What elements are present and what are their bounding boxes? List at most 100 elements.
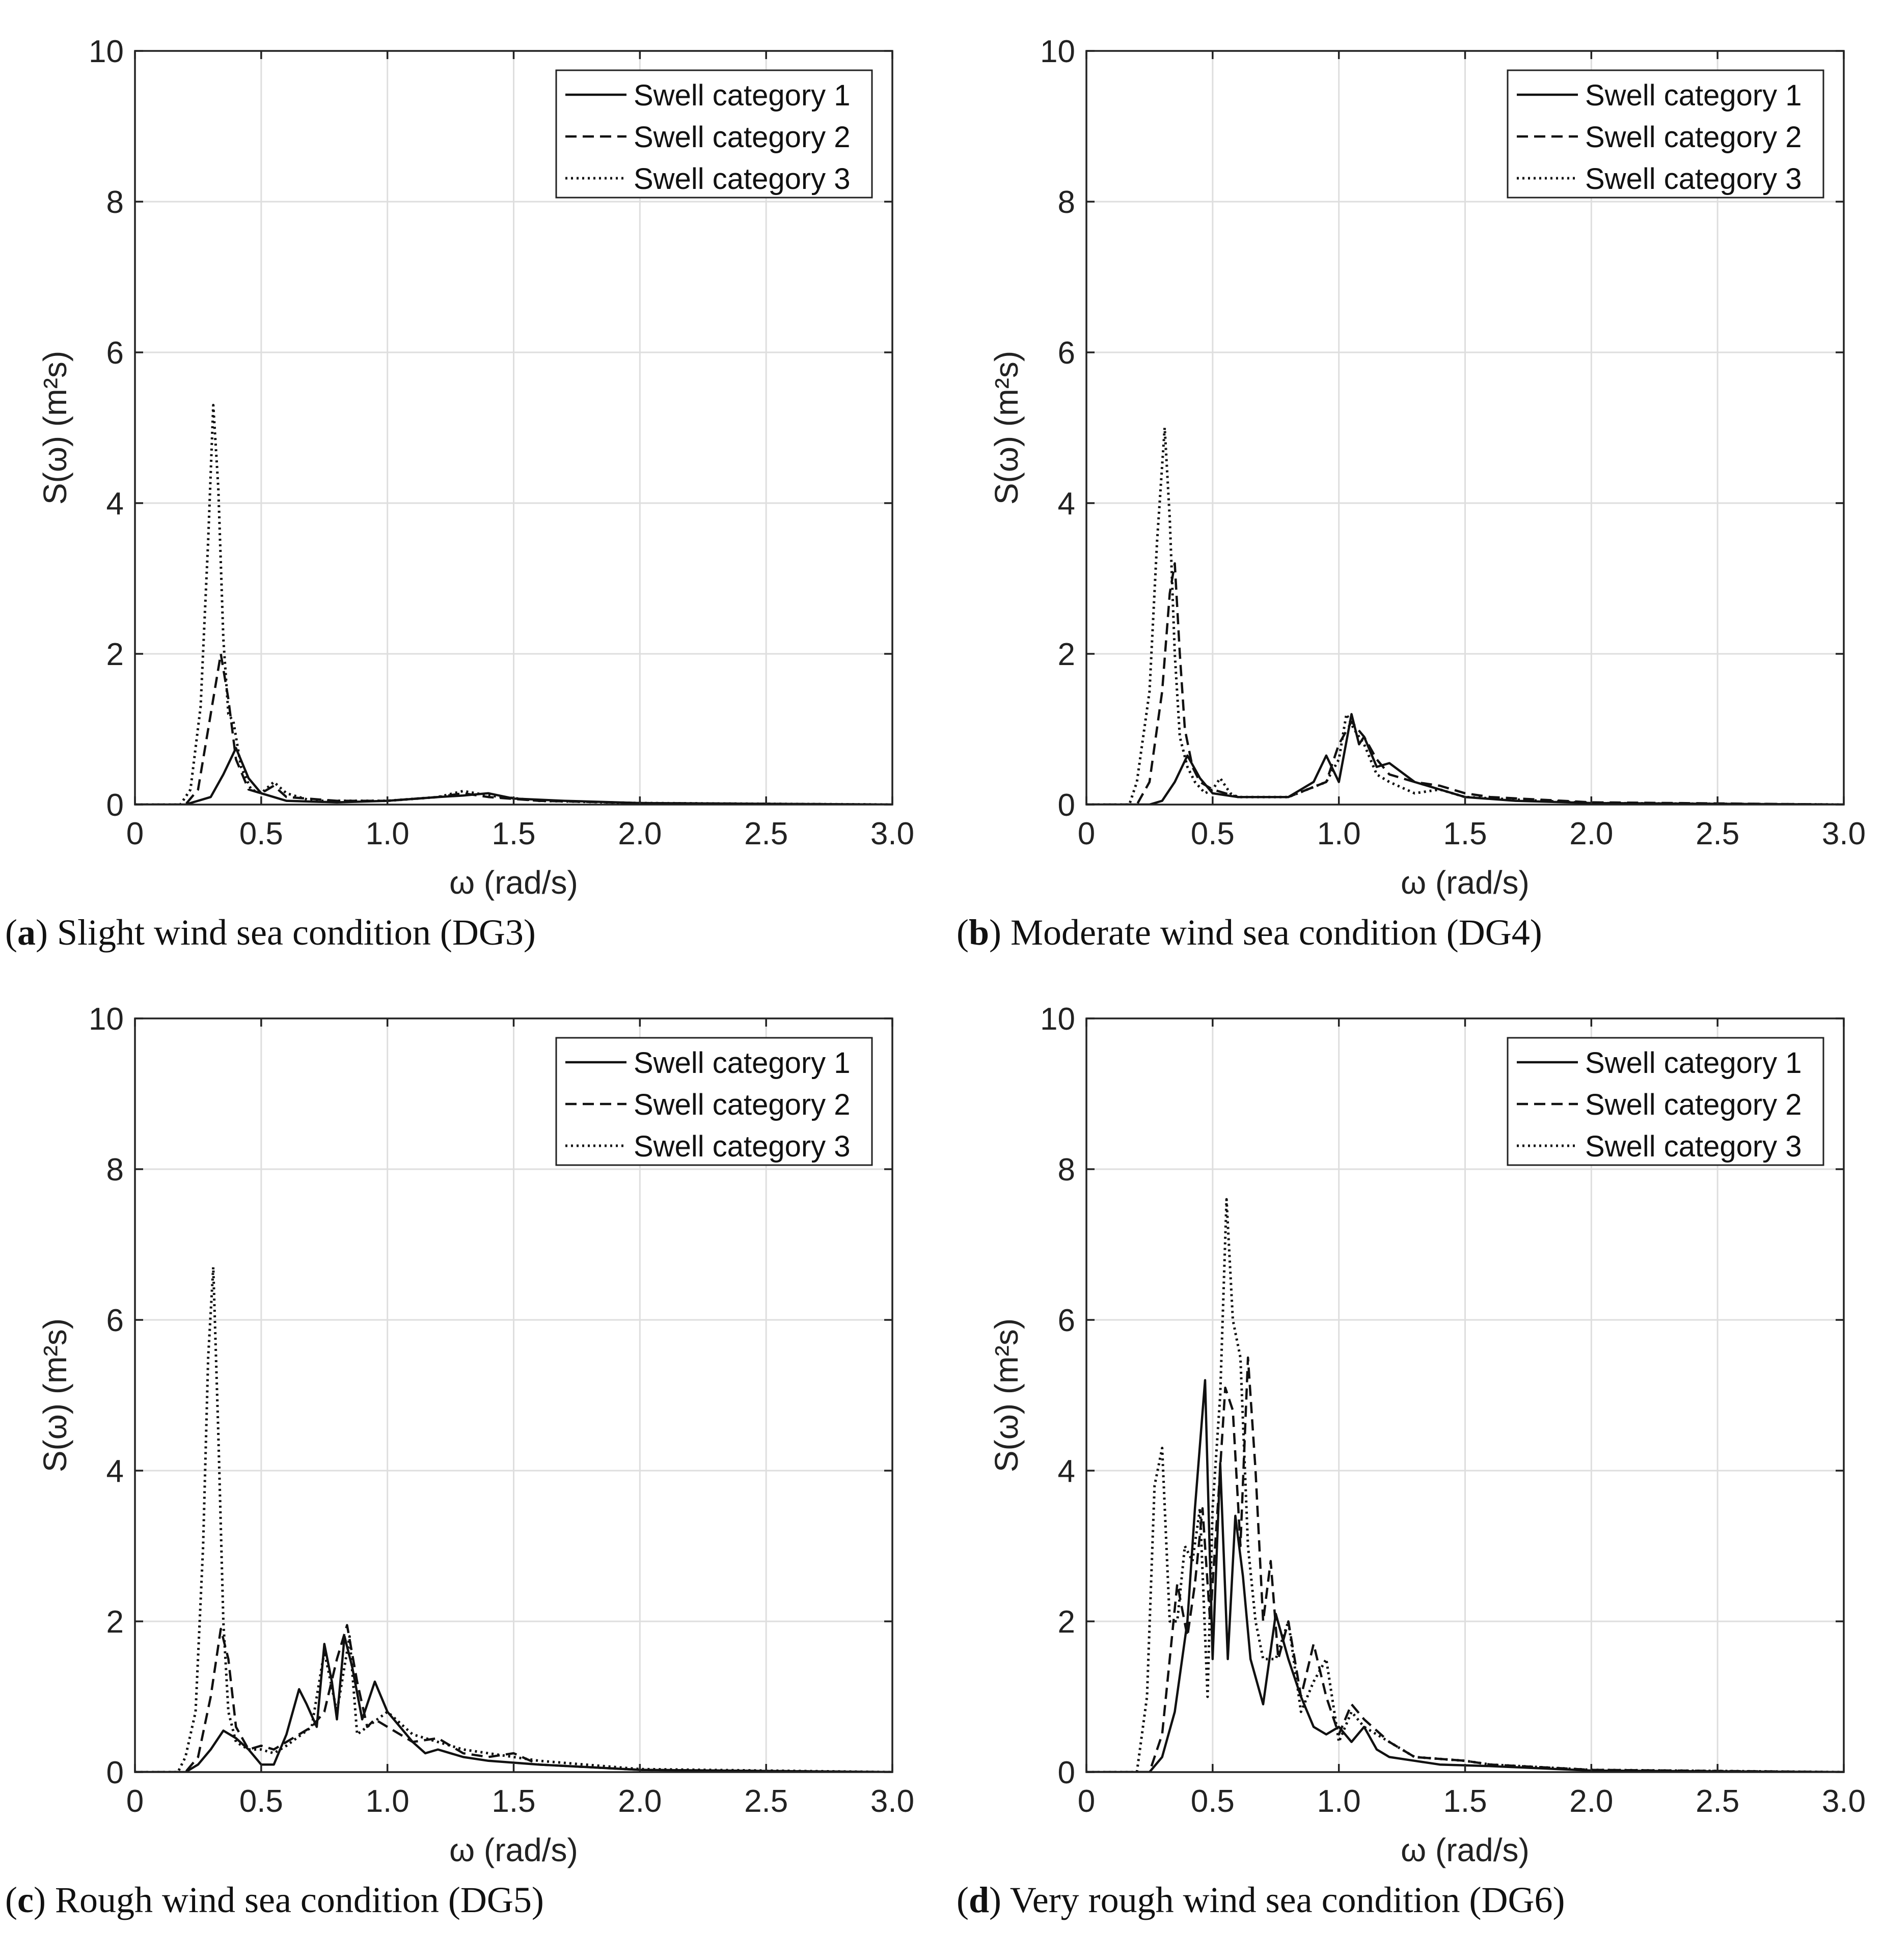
legend: Swell category 1 Swell category 2 Swell ca… <box>1507 69 1824 199</box>
legend-label-3: Swell category 3 <box>634 162 851 196</box>
caption-letter: c <box>17 1880 34 1920</box>
legend-label-3: Swell category 3 <box>1585 162 1802 196</box>
x-tick-label: 0.5 <box>239 1784 283 1819</box>
legend-label-1: Swell category 1 <box>1585 1046 1802 1080</box>
caption-text: Very rough wind sea condition (DG6) <box>1001 1880 1565 1920</box>
x-tick-label: 1.0 <box>366 1784 410 1819</box>
x-axis-label: ω (rad/s) <box>449 864 578 901</box>
y-tick-label: 2 <box>1058 1605 1075 1640</box>
y-tick-label: 2 <box>106 1605 124 1640</box>
series-line-1 <box>135 747 892 805</box>
y-tick-label: 8 <box>1058 185 1075 220</box>
x-tick-label: 2.0 <box>618 1784 662 1819</box>
y-tick-label: 10 <box>1040 1002 1075 1037</box>
legend-box <box>1507 69 1824 199</box>
y-tick-label: 8 <box>106 1152 124 1188</box>
panel-caption-a: (a) Slight wind sea condition (DG3) <box>5 912 536 953</box>
y-tick-label: 10 <box>89 34 124 69</box>
x-tick-label: 0.5 <box>1191 816 1235 851</box>
y-tick-label: 10 <box>89 1002 124 1037</box>
x-tick-label: 2.5 <box>1696 1784 1739 1819</box>
y-tick-label: 8 <box>1058 1152 1075 1188</box>
x-axis-label: ω (rad/s) <box>1401 864 1530 901</box>
y-tick-label: 10 <box>1040 34 1075 69</box>
x-tick-label: 2.0 <box>1569 1784 1613 1819</box>
series-line-3 <box>1086 1198 1844 1772</box>
y-tick-label: 6 <box>1058 336 1075 371</box>
legend-box <box>1507 1037 1824 1166</box>
x-axis-label: ω (rad/s) <box>449 1832 578 1868</box>
y-tick-label: 2 <box>106 637 124 672</box>
series-line-3 <box>1086 426 1844 805</box>
legend: Swell category 1 Swell category 2 Swell ca… <box>1507 1037 1824 1166</box>
y-tick-label: 0 <box>106 788 124 823</box>
x-tick-label: 0.5 <box>239 816 283 851</box>
chart-panel-b: 0 0.5 1.0 1.5 2.0 2.5 3.0 0 2 4 6 8 10 ω (rad/s) S(ω) … <box>988 34 1866 901</box>
chart-panel-c: 0 0.5 1.0 1.5 2.0 2.5 3.0 0 2 4 6 8 10 ω (rad/s) S(ω) … <box>37 1002 914 1868</box>
panel-caption-d: (d) Very rough wind sea condition (DG6) <box>957 1880 1565 1920</box>
series-line-3 <box>135 1265 892 1772</box>
y-axis-label: S(ω) (m²s) <box>37 351 73 505</box>
legend-label-2: Swell category 2 <box>634 121 851 154</box>
caption-letter: d <box>968 1880 990 1920</box>
legend-label-2: Swell category 2 <box>1585 121 1802 154</box>
series-line-2 <box>135 1624 892 1772</box>
x-axis-label: ω (rad/s) <box>1401 1832 1530 1868</box>
series-line-3 <box>135 404 892 805</box>
legend-label-2: Swell category 2 <box>634 1088 851 1121</box>
y-tick-label: 4 <box>1058 486 1075 521</box>
x-tick-label: 1.0 <box>1317 1784 1361 1819</box>
x-tick-label: 2.5 <box>1696 816 1739 851</box>
series-line-1 <box>1086 713 1844 805</box>
x-tick-label: 1.0 <box>366 816 410 851</box>
caption-text: Rough wind sea condition (DG5) <box>45 1880 544 1920</box>
x-tick-label: 1.5 <box>492 816 535 851</box>
x-tick-label: 3.0 <box>870 816 914 851</box>
x-tick-label: 1.5 <box>1443 816 1487 851</box>
legend-label-1: Swell category 1 <box>634 1046 851 1080</box>
y-tick-label: 6 <box>106 336 124 371</box>
legend-label-1: Swell category 1 <box>1585 79 1802 112</box>
series-line-2 <box>135 652 892 805</box>
legend: Swell category 1 Swell category 2 Swell ca… <box>555 69 873 199</box>
x-tick-label: 0 <box>1078 816 1095 851</box>
legend-box <box>555 1037 873 1166</box>
x-tick-label: 3.0 <box>1822 1784 1866 1819</box>
panel-caption-c: (c) Rough wind sea condition (DG5) <box>5 1880 544 1920</box>
y-tick-label: 0 <box>106 1755 124 1790</box>
chart-panel-a: 0 0.5 1.0 1.5 2.0 2.5 3.0 0 2 4 6 8 10 ω (rad/s) S(ω) … <box>37 34 914 901</box>
x-tick-label: 1.5 <box>492 1784 535 1819</box>
y-tick-label: 0 <box>1058 788 1075 823</box>
y-tick-label: 2 <box>1058 637 1075 672</box>
caption-text: Slight wind sea condition (DG3) <box>47 912 536 953</box>
series-line-1 <box>135 1635 892 1772</box>
x-tick-label: 1.5 <box>1443 1784 1487 1819</box>
y-axis-label: S(ω) (m²s) <box>37 1318 73 1472</box>
y-tick-label: 4 <box>106 1454 124 1489</box>
x-tick-label: 0 <box>126 816 144 851</box>
y-tick-label: 4 <box>106 486 124 521</box>
x-tick-label: 2.5 <box>744 1784 788 1819</box>
x-tick-label: 0 <box>1078 1784 1095 1819</box>
caption-text: Moderate wind sea condition (DG4) <box>1001 912 1542 953</box>
y-tick-label: 6 <box>1058 1303 1075 1338</box>
y-tick-label: 8 <box>106 185 124 220</box>
legend-label-3: Swell category 3 <box>634 1130 851 1163</box>
y-tick-label: 6 <box>106 1303 124 1338</box>
legend-label-3: Swell category 3 <box>1585 1130 1802 1163</box>
y-axis-label: S(ω) (m²s) <box>988 1318 1025 1472</box>
x-tick-label: 1.0 <box>1317 816 1361 851</box>
y-axis-label: S(ω) (m²s) <box>988 351 1025 505</box>
x-tick-label: 2.5 <box>744 816 788 851</box>
x-tick-label: 0.5 <box>1191 1784 1235 1819</box>
y-tick-label: 4 <box>1058 1454 1075 1489</box>
chart-panel-d: 0 0.5 1.0 1.5 2.0 2.5 3.0 0 2 4 6 8 10 ω (rad/s) S(ω) … <box>988 1002 1866 1868</box>
panel-caption-b: (b) Moderate wind sea condition (DG4) <box>957 912 1542 953</box>
x-tick-label: 2.0 <box>618 816 662 851</box>
y-tick-label: 0 <box>1058 1755 1075 1790</box>
x-tick-label: 0 <box>126 1784 144 1819</box>
caption-letter: a <box>17 912 36 953</box>
legend-label-1: Swell category 1 <box>634 79 851 112</box>
x-tick-label: 3.0 <box>1822 816 1866 851</box>
